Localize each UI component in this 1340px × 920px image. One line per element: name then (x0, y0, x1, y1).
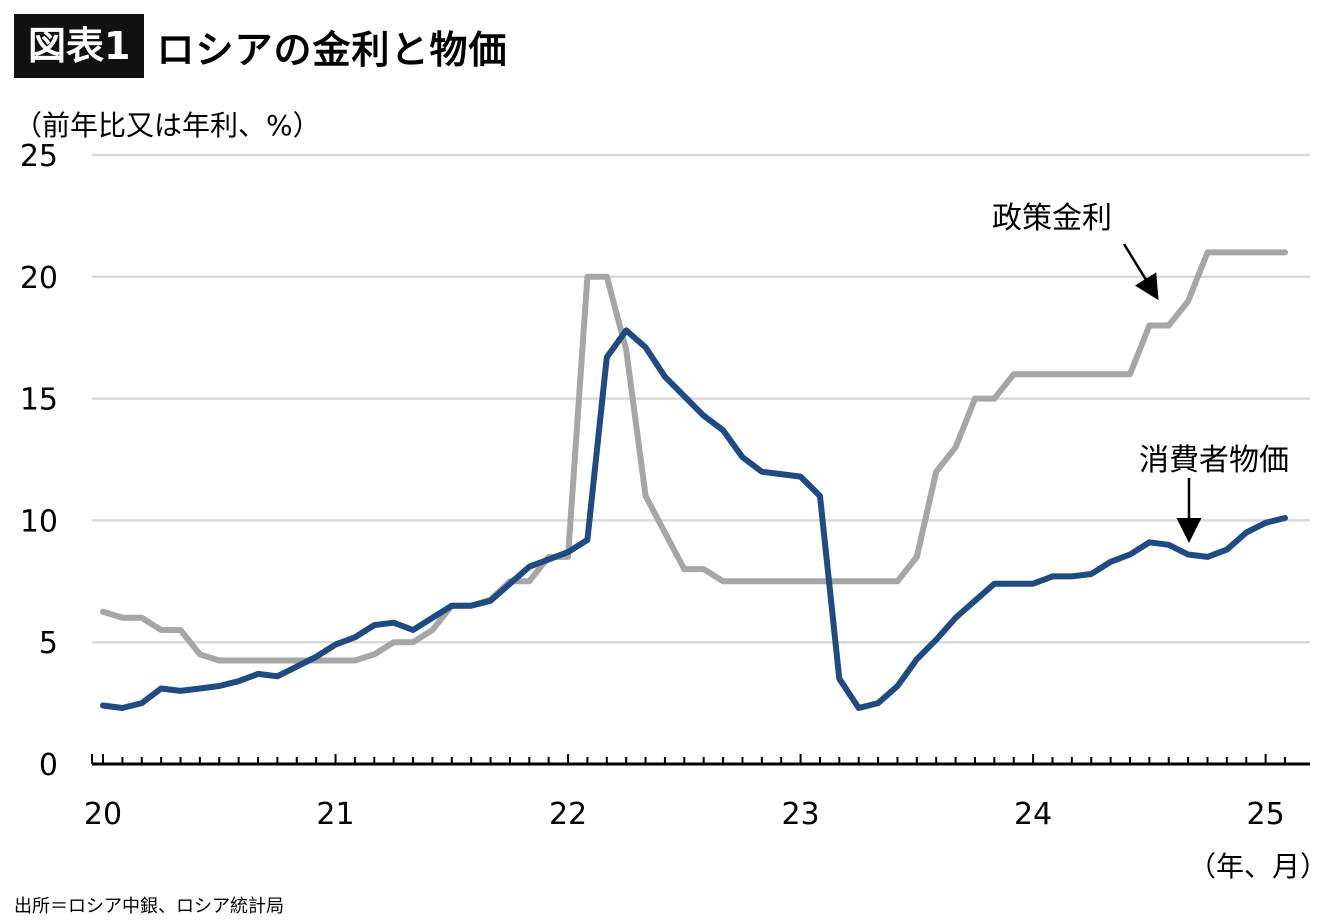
chart-title: ロシアの金利と物価 (156, 27, 508, 72)
x-tick-label-24: 24 (1014, 797, 1052, 832)
cpi-annotation: 消費者物価 (1139, 443, 1289, 478)
source-note: 出所＝ロシア中銀、ロシア統計局 (14, 896, 284, 917)
y-tick-label-15: 15 (20, 383, 58, 418)
figure-badge: 図表1 (14, 14, 145, 78)
x-tick-label-20: 20 (84, 797, 122, 832)
x-tick-label-22: 22 (549, 797, 587, 832)
chart-title-row: 図表1 ロシアの金利と物価 (14, 14, 507, 78)
policy-rate-line (100, 249, 1288, 664)
policy-rate-arrow (1122, 243, 1159, 301)
y-tick-label-25: 25 (20, 139, 58, 174)
policy-rate-annotation: 政策金利 (992, 201, 1112, 236)
y-tick-label-5: 5 (39, 626, 58, 661)
x-unit-label: （年、月） (1187, 850, 1328, 883)
y-tick-label-10: 10 (20, 504, 58, 539)
y-tick-label-0: 0 (39, 748, 58, 783)
x-tick-label-25: 25 (1247, 797, 1285, 832)
x-tick-label-21: 21 (316, 797, 354, 832)
y-unit-label: （前年比又は年利、%） (14, 109, 321, 142)
y-tick-label-20: 20 (20, 261, 58, 296)
x-tick-label-23: 23 (781, 797, 819, 832)
cpi-line (100, 327, 1288, 711)
